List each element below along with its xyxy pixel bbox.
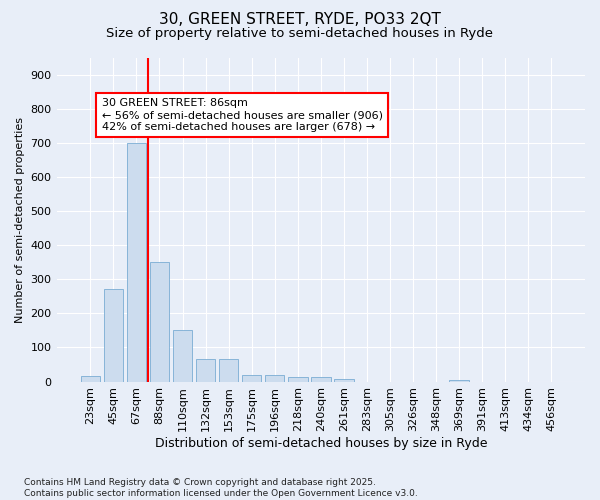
Y-axis label: Number of semi-detached properties: Number of semi-detached properties: [15, 116, 25, 322]
Bar: [127, 143, 146, 382]
Bar: [104, 290, 123, 382]
Text: Contains HM Land Registry data © Crown copyright and database right 2025.
Contai: Contains HM Land Registry data © Crown c…: [24, 478, 418, 498]
Text: 30, GREEN STREET, RYDE, PO33 2QT: 30, GREEN STREET, RYDE, PO33 2QT: [159, 12, 441, 28]
Bar: [196, 360, 215, 382]
Bar: [80, 376, 100, 382]
Bar: [265, 375, 284, 382]
Bar: [334, 379, 353, 382]
Bar: [288, 378, 308, 382]
Text: 30 GREEN STREET: 86sqm
← 56% of semi-detached houses are smaller (906)
42% of se: 30 GREEN STREET: 86sqm ← 56% of semi-det…: [102, 98, 383, 132]
Bar: [311, 378, 331, 382]
Bar: [242, 375, 262, 382]
Bar: [449, 380, 469, 382]
Text: Size of property relative to semi-detached houses in Ryde: Size of property relative to semi-detach…: [107, 28, 493, 40]
Bar: [149, 262, 169, 382]
Bar: [173, 330, 193, 382]
X-axis label: Distribution of semi-detached houses by size in Ryde: Distribution of semi-detached houses by …: [155, 437, 487, 450]
Bar: [219, 360, 238, 382]
